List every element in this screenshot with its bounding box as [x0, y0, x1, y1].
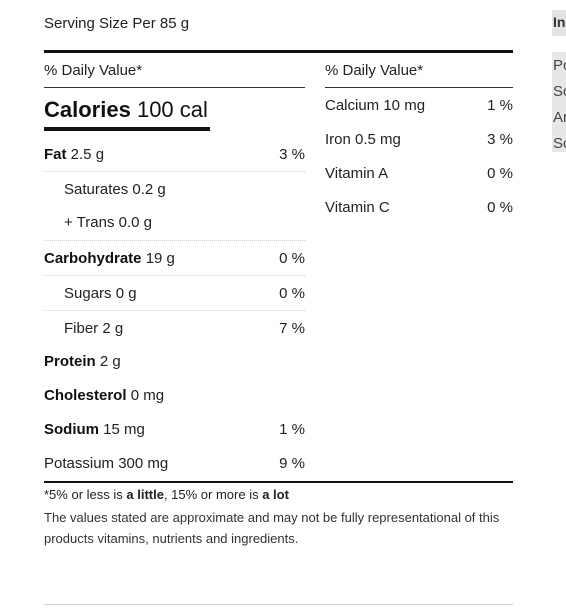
- nutrient-label: Vitamin A: [325, 164, 389, 182]
- side-panel-line: Sc: [553, 135, 566, 152]
- nutrient-label: Sodium: [44, 420, 99, 438]
- nutrient-dv: 1 %: [279, 420, 305, 438]
- side-panel-line: Po: [553, 57, 566, 74]
- nutrient-row-calcium: Calcium 10 mg 1 %: [325, 88, 513, 122]
- calories-divider: [44, 127, 210, 131]
- nutrient-label: Sugars: [64, 284, 112, 302]
- nutrient-row-saturates: Saturates 0.2 g: [44, 171, 305, 206]
- nutrient-amount: 2 g: [99, 352, 121, 370]
- nutrient-amount: 0 mg: [130, 386, 165, 404]
- nutrient-dv: 9 %: [279, 454, 305, 472]
- nutrient-label: + Trans: [64, 213, 115, 231]
- side-panel-box: Po Sc Ar Sc: [552, 52, 566, 152]
- nutrient-row-vitamin-a: Vitamin A 0 %: [325, 156, 513, 190]
- nutrient-row-sodium: Sodium 15 mg 1 %: [44, 412, 305, 446]
- nutrient-label: Vitamin C: [325, 198, 390, 216]
- footnote-little: a little: [126, 487, 164, 502]
- header-divider-right: [325, 87, 513, 88]
- nutrient-label: Saturates: [64, 180, 129, 198]
- nutrient-dv: 3 %: [487, 130, 513, 148]
- nutrient-dv: 0 %: [487, 198, 513, 216]
- nutrient-label: Fiber: [64, 319, 99, 337]
- nutrient-amount: 0.0 g: [118, 213, 152, 231]
- serving-size: Serving Size Per 85 g: [44, 15, 190, 32]
- nutrient-amount: 2 g: [102, 319, 124, 337]
- side-panel-heading: In: [552, 10, 566, 36]
- side-panel-line: Ar: [553, 109, 566, 126]
- nutrient-dv: 1 %: [487, 96, 513, 114]
- calories-label: Calories: [44, 97, 131, 122]
- nutrient-label: Potassium: [44, 454, 115, 472]
- nutrient-row-potassium: Potassium 300 mg 9 %: [44, 446, 305, 480]
- nutrient-label: Carbohydrate: [44, 249, 142, 267]
- nutrient-dv: 7 %: [279, 319, 305, 337]
- nutrient-label: Fat: [44, 145, 67, 163]
- nutrient-dv: 0 %: [279, 249, 305, 267]
- nutrient-row-carbohydrate: Carbohydrate 19 g 0 %: [44, 240, 305, 275]
- nutrient-row-vitamin-c: Vitamin C 0 %: [325, 190, 513, 224]
- nutrient-amount: 19 g: [145, 249, 175, 267]
- footnote-lot: a lot: [262, 487, 289, 502]
- daily-value-header-left: % Daily Value*: [44, 62, 143, 79]
- top-divider: [44, 50, 513, 53]
- nutrient-dv: 0 %: [279, 284, 305, 302]
- calories-value: 100 cal: [136, 97, 208, 122]
- nutrient-label: Calcium 10 mg: [325, 96, 426, 114]
- nutrient-label: Protein: [44, 352, 96, 370]
- nutrient-label: Iron 0.5 mg: [325, 130, 401, 148]
- nutrient-row-iron: Iron 0.5 mg 3 %: [325, 122, 513, 156]
- nutrient-row-fiber: Fiber 2 g 7 %: [44, 310, 305, 345]
- nutrient-amount: 300 mg: [118, 454, 169, 472]
- calories: Calories 100 cal: [44, 97, 208, 123]
- nutrient-amount: 15 mg: [103, 420, 145, 438]
- nutrient-row-cholesterol: Cholesterol 0 mg: [44, 378, 305, 412]
- daily-value-footnote: *5% or less is a little, 15% or more is …: [44, 487, 289, 502]
- nutrient-row-protein: Protein 2 g: [44, 344, 305, 378]
- nutrient-row-fat: Fat 2.5 g 3 %: [44, 137, 305, 171]
- nutrient-dv: 3 %: [279, 145, 305, 163]
- nutrient-amount: 0 g: [115, 284, 137, 302]
- side-panel-line: Sc: [553, 83, 566, 100]
- bottom-divider: [44, 481, 513, 483]
- nutrient-label: Cholesterol: [44, 386, 127, 404]
- daily-value-header-right: % Daily Value*: [325, 62, 424, 79]
- nutrient-amount: 0.2 g: [132, 180, 166, 198]
- nutrient-row-trans: + Trans 0.0 g: [44, 205, 305, 239]
- nutrient-amount: 2.5 g: [70, 145, 105, 163]
- section-divider: [44, 604, 513, 605]
- disclaimer-text: The values stated are approximate and ma…: [44, 510, 500, 546]
- nutrient-dv: 0 %: [487, 164, 513, 182]
- nutrient-row-sugars: Sugars 0 g 0 %: [44, 275, 305, 310]
- header-divider-left: [44, 87, 305, 88]
